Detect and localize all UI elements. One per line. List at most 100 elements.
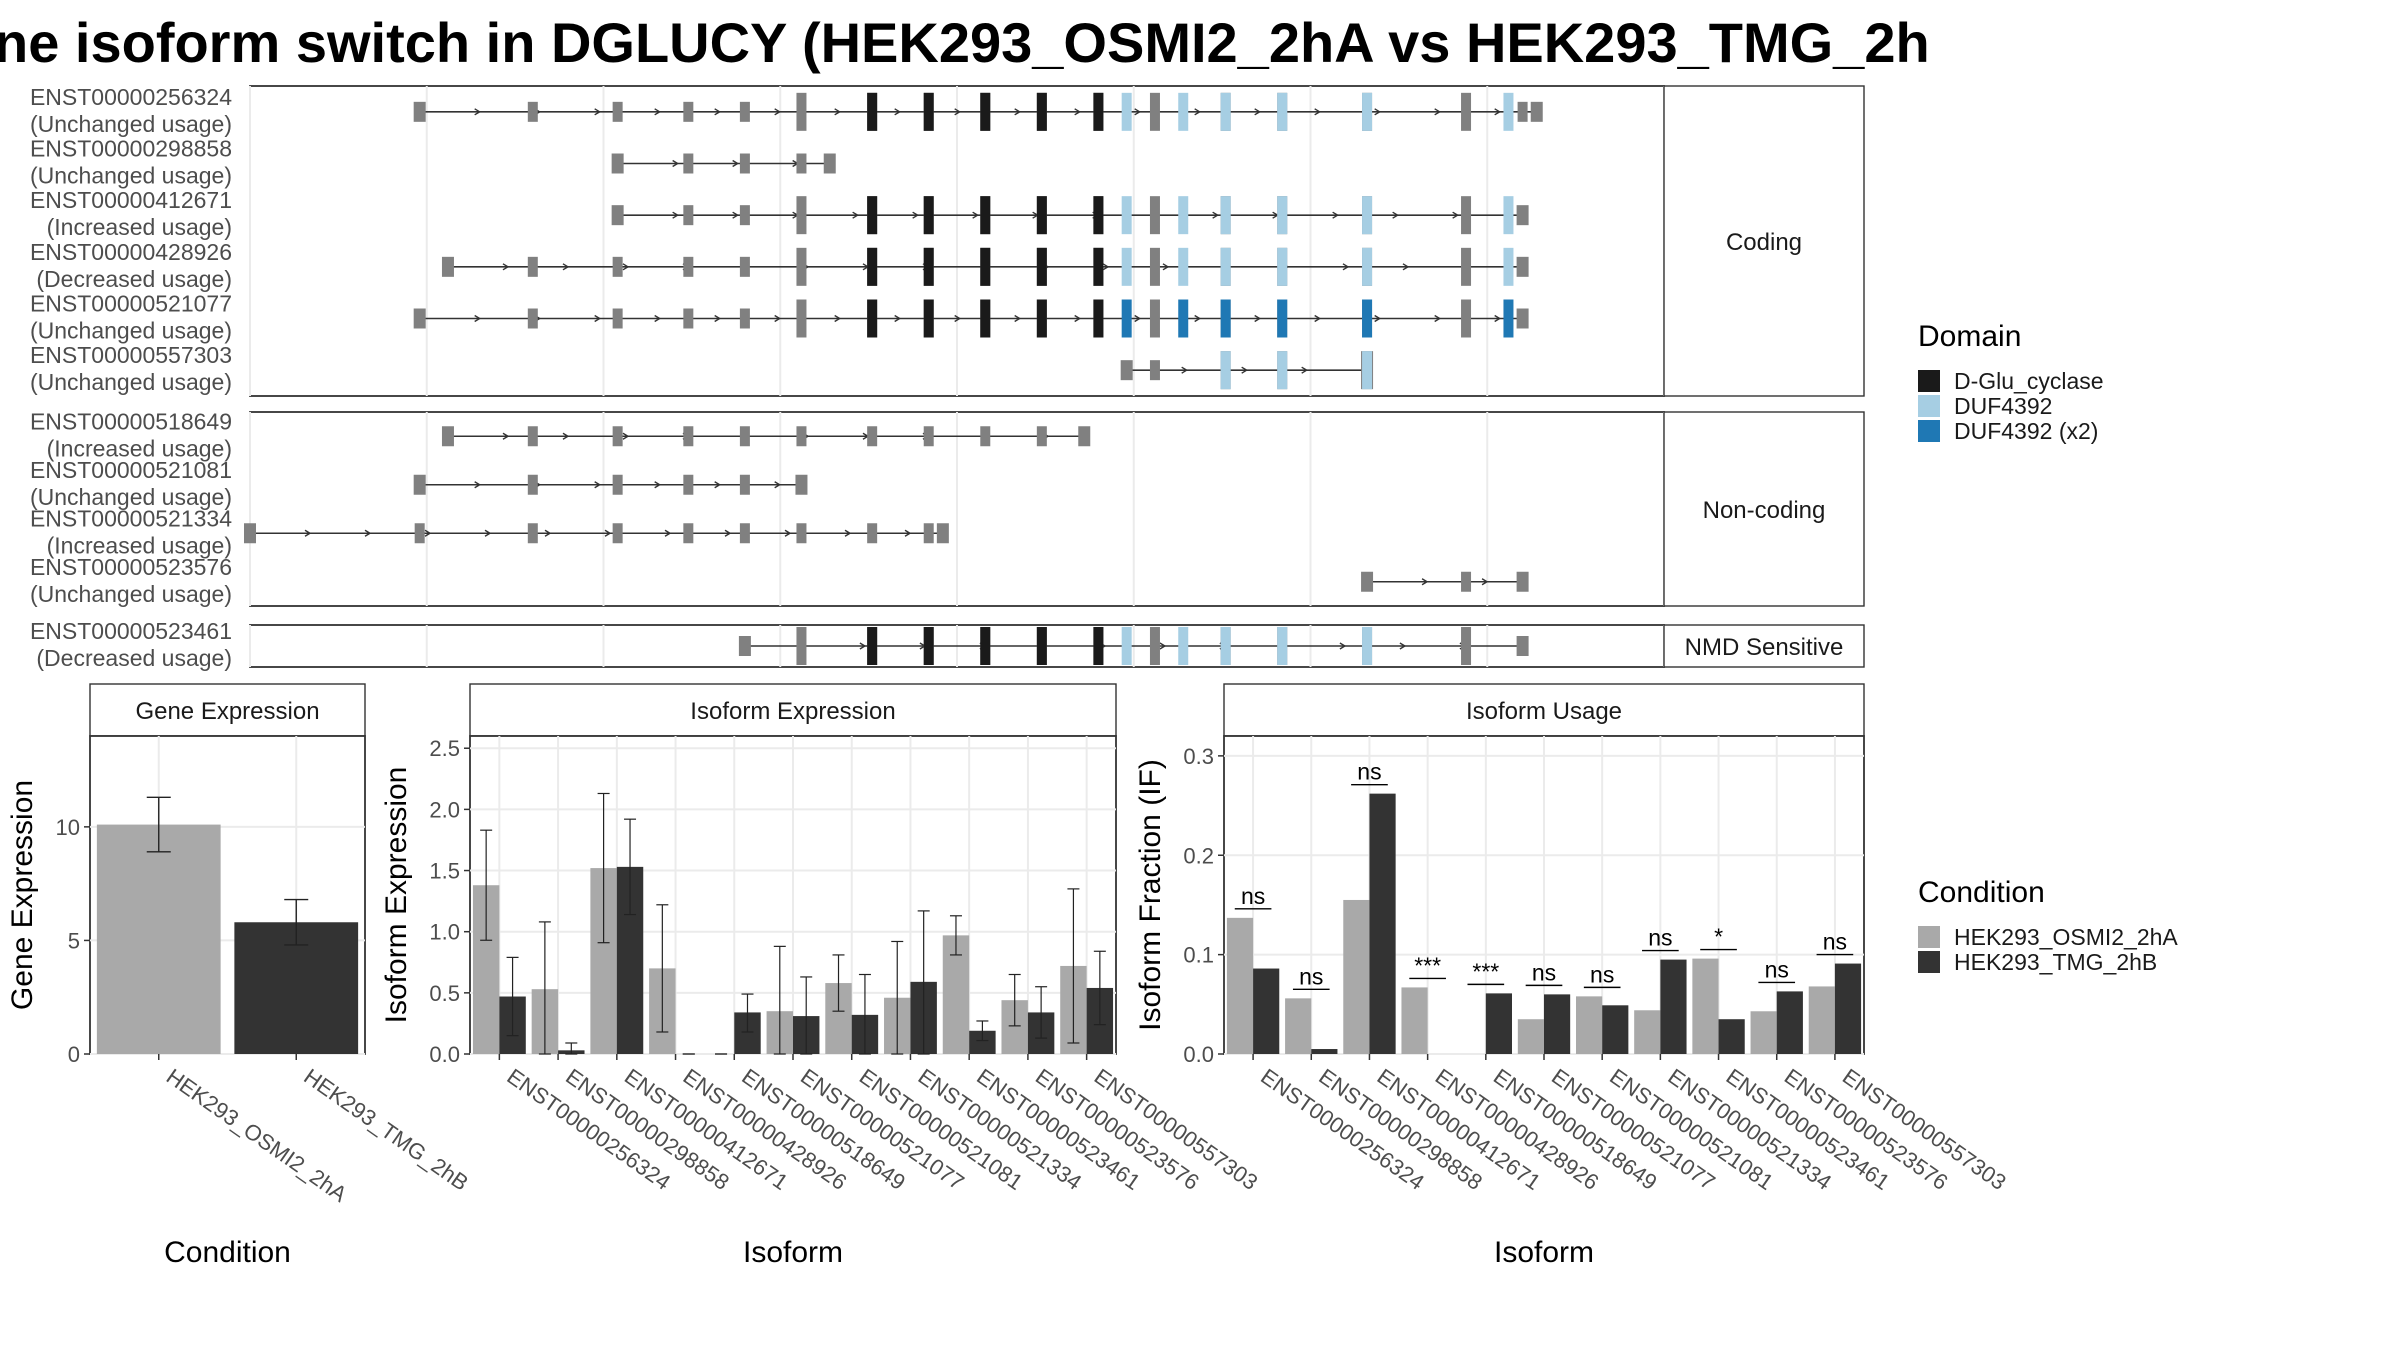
y-axis-title: Gene Expression — [6, 780, 39, 1010]
significance-label: ns — [1590, 961, 1614, 987]
exon-block — [1461, 627, 1472, 665]
intron-arrow — [1434, 314, 1442, 323]
exon-block — [739, 308, 750, 329]
exon-block — [1516, 256, 1529, 277]
isoform-usage-label: (Increased usage) — [47, 435, 232, 461]
domain-d-glu-cyclase — [1036, 247, 1047, 286]
y-tick-label: 0.0 — [429, 1042, 460, 1067]
intron-arrow — [474, 108, 482, 116]
y-tick-label: 0.5 — [429, 981, 460, 1006]
bar — [1401, 987, 1428, 1054]
y-tick-label: 2.0 — [429, 797, 460, 822]
exon-block — [527, 256, 538, 277]
bar — [1750, 1011, 1777, 1054]
domain-d-glu-cyclase — [923, 247, 934, 286]
intron-arrow — [894, 314, 902, 323]
intron-arrow — [1014, 314, 1022, 323]
facet-strip-label: Coding — [1726, 229, 1802, 256]
bar — [1369, 793, 1396, 1054]
significance-label: *** — [1414, 952, 1441, 978]
intron-arrow — [562, 432, 570, 440]
domain-d-glu-cyclase — [923, 299, 934, 338]
isoform-id-label: ENST00000298858 — [30, 136, 232, 162]
exon-block — [1516, 636, 1529, 656]
exon-block — [796, 627, 807, 665]
exon-block — [739, 256, 750, 277]
exon-block — [867, 426, 878, 447]
intron-arrow — [714, 108, 722, 116]
intron-arrow — [714, 481, 722, 489]
isoform-usage-label: (Decreased usage) — [36, 645, 232, 671]
panel-strip — [1223, 683, 1865, 737]
x-axis-title: Condition — [164, 1236, 291, 1269]
isoform-id-label: ENST00000521081 — [30, 457, 232, 483]
domain-duf4392 — [1220, 351, 1231, 390]
intron-arrow — [502, 432, 510, 440]
significance-label: * — [1714, 924, 1723, 950]
exon-block — [796, 299, 807, 338]
exon-block — [1149, 247, 1160, 286]
intron-arrow — [1074, 108, 1082, 116]
bar — [969, 1030, 996, 1054]
isoform-usage-label: (Increased usage) — [47, 214, 232, 240]
intron-arrow — [654, 481, 662, 489]
exon-block — [527, 474, 538, 495]
intron-arrow — [954, 314, 962, 323]
intron-arrow — [1014, 108, 1022, 116]
exon-block — [683, 153, 694, 174]
domain-duf4392 — [1178, 196, 1189, 235]
domain-d-glu-cyclase — [923, 92, 934, 131]
y-tick-label: 0 — [68, 1042, 80, 1067]
intron-arrow — [424, 529, 432, 537]
isoform-usage-panel: Isoform Usage0.00.10.20.3nsENST000002563… — [1134, 683, 2011, 1269]
intron-arrow — [732, 159, 740, 168]
exon-block — [612, 426, 623, 447]
exon-block — [441, 256, 454, 277]
significance-label: ns — [1823, 929, 1847, 955]
intron-arrow — [784, 529, 792, 537]
domain-d-glu-cyclase — [1036, 196, 1047, 235]
intron-arrow — [622, 432, 630, 440]
domain-d-glu-cyclase — [1093, 627, 1104, 665]
intron-arrow — [1159, 642, 1167, 650]
legend-swatch — [1918, 420, 1940, 442]
exon-block — [923, 426, 934, 447]
intron-arrow — [1374, 314, 1382, 323]
domain-d-glu-cyclase — [980, 196, 991, 235]
bar — [1285, 998, 1312, 1054]
exon-block — [527, 101, 538, 122]
intron-arrow — [724, 529, 732, 537]
domain-duf4392 — [1362, 247, 1373, 286]
intron-arrow — [774, 314, 782, 323]
domain-d-glu-cyclase — [1093, 92, 1104, 131]
intron-arrow — [1434, 108, 1442, 116]
intron-arrow — [732, 211, 740, 219]
panel-strip-title: Isoform Usage — [1466, 698, 1622, 725]
domain-d-glu-cyclase — [980, 92, 991, 131]
exon-block — [739, 153, 750, 174]
y-tick-label: 10 — [56, 815, 80, 840]
legend-label: DUF4392 (x2) — [1954, 418, 2098, 444]
legend-label: HEK293_OSMI2_2hA — [1954, 924, 2178, 950]
bar — [1776, 991, 1803, 1054]
isoform-id-label: ENST00000521334 — [30, 505, 232, 531]
intron-arrow — [1494, 314, 1502, 323]
intron-arrow — [1494, 108, 1502, 116]
intron-arrow — [1134, 108, 1142, 116]
exon-block — [683, 474, 694, 495]
bar — [1485, 993, 1512, 1054]
bar — [1226, 917, 1254, 1054]
domain-duf4392 — [1362, 299, 1373, 338]
exon-block — [1516, 308, 1529, 329]
bar — [1602, 1005, 1629, 1054]
bar — [1253, 968, 1280, 1054]
domain-duf4392 — [1220, 247, 1231, 286]
y-tick-label: 0.2 — [1183, 843, 1214, 868]
domain-duf4392 — [1220, 92, 1231, 131]
intron-arrow — [654, 108, 662, 116]
intron-arrow — [364, 529, 372, 537]
bar — [1660, 959, 1687, 1054]
panel-strip-title: Isoform Expression — [690, 698, 895, 725]
